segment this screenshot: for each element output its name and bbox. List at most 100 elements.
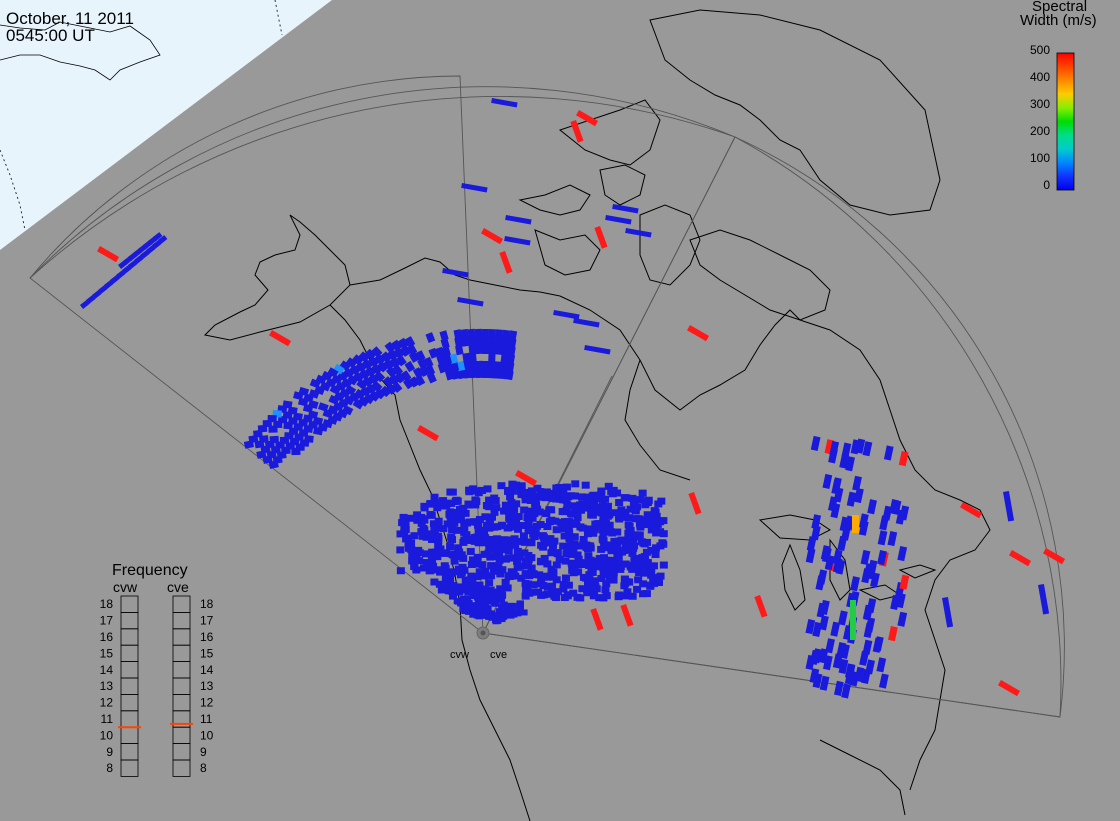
scatter-cell [517, 482, 526, 490]
frequency-scale-right: 14 [200, 663, 214, 677]
scatter-cell [687, 324, 710, 342]
scatter-cell [481, 328, 489, 339]
scatter-cell [621, 508, 630, 516]
scatter-cell [467, 572, 476, 580]
scatter-cell [493, 523, 502, 531]
scatter-cell [597, 487, 606, 495]
scatter-cell [493, 546, 502, 554]
scatter-cell [495, 556, 504, 564]
scatter-cell [625, 536, 634, 544]
frequency-cell [172, 759, 191, 777]
scatter-cell [578, 524, 587, 532]
scatter-cell [283, 421, 293, 430]
scatter-cell [470, 534, 479, 542]
scatter-cell [504, 547, 513, 555]
scatter-cell [559, 581, 568, 589]
scatter-cell [599, 517, 608, 525]
scatter-cell [516, 600, 524, 607]
scatter-cell [537, 541, 546, 549]
scatter-cell [413, 516, 422, 524]
scatter-cell [455, 588, 464, 596]
scatter-cell [79, 300, 90, 309]
colorbar-title-line2: Width (m/s) [1020, 12, 1097, 29]
scatter-cell [415, 350, 426, 362]
scatter-cell [574, 555, 583, 563]
scatter-cell [860, 549, 871, 566]
scatter-cell [564, 522, 573, 530]
scatter-cell [877, 549, 887, 566]
scatter-cell [433, 553, 442, 561]
scatter-cell [581, 481, 590, 489]
scatter-cell [538, 532, 547, 540]
scatter-cell [567, 550, 576, 558]
scatter-cell [482, 521, 491, 529]
scatter-cell [571, 505, 580, 513]
scatter-cell [620, 547, 629, 555]
scatter-cell [538, 493, 547, 501]
scatter-cell [480, 227, 504, 245]
scatter-cell [460, 528, 469, 536]
scatter-cell [608, 529, 617, 537]
scatter-cell [516, 562, 525, 570]
scatter-cell [584, 580, 593, 588]
scatter-cell [471, 496, 480, 504]
scatter-cell [590, 577, 599, 585]
scatter-cell [121, 265, 132, 274]
scatter-cell [523, 514, 532, 522]
scatter-cell [460, 536, 469, 544]
scatter-cell [457, 296, 484, 307]
scatter-cell [633, 585, 642, 593]
scatter-cell [507, 568, 516, 576]
scatter-cell [601, 504, 610, 512]
scatter-cell [828, 448, 838, 464]
scatter-cell [481, 344, 490, 355]
scatter-cell [485, 544, 494, 552]
frequency-scale-left: 14 [100, 663, 114, 677]
scatter-cell [420, 502, 429, 510]
scatter-cell [441, 575, 450, 583]
scatter-cell [412, 367, 424, 379]
scatter-cell [899, 574, 910, 590]
scatter-cell [345, 357, 358, 369]
scatter-cell [396, 530, 405, 538]
scatter-cell [508, 487, 517, 495]
scatter-cell [426, 499, 435, 507]
scatter-cell [861, 568, 872, 584]
scatter-cell [605, 215, 632, 225]
scatter-cell [647, 546, 656, 554]
scatter-cell [428, 536, 437, 544]
scatter-cell [412, 551, 421, 559]
scatter-cell [591, 520, 600, 528]
scatter-cell [597, 575, 606, 583]
scatter-cell [461, 183, 488, 193]
scatter-cell [570, 533, 579, 541]
scatter-cell [434, 537, 443, 545]
scatter-cell [470, 608, 478, 615]
scatter-cell [493, 535, 502, 543]
scatter-cell [888, 626, 898, 642]
scatter-cell [439, 525, 448, 533]
scatter-cell [649, 562, 658, 570]
scatter-cell [559, 490, 568, 498]
frequency-scale-left: 16 [100, 630, 114, 644]
scatter-cell [822, 473, 833, 490]
scatter-cell [563, 501, 572, 509]
scatter-cell [640, 553, 649, 561]
scatter-cell [428, 558, 437, 566]
scatter-cell [576, 506, 585, 514]
frequency-scale-right: 16 [200, 630, 214, 644]
scatter-cell [91, 290, 102, 299]
frequency-scale-right: 9 [200, 745, 207, 759]
scatter-cell [430, 523, 439, 531]
scatter-cell [652, 578, 661, 586]
scatter-cell [514, 610, 522, 617]
scatter-cell [621, 540, 630, 548]
frequency-scale-left: 13 [100, 679, 114, 693]
scatter-cell [872, 637, 883, 653]
scatter-cell [590, 526, 599, 534]
scatter-cell [269, 329, 292, 347]
scatter-cell [434, 517, 443, 525]
scatter-cell [960, 501, 983, 519]
scatter-cell [599, 594, 608, 602]
scatter-cell [603, 512, 612, 520]
